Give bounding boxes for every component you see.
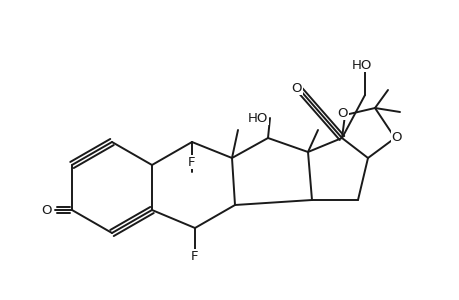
Text: F: F <box>191 250 198 262</box>
Text: O: O <box>42 203 52 217</box>
Text: O: O <box>337 106 347 119</box>
Text: HO: HO <box>351 58 371 71</box>
Text: HO: HO <box>247 112 268 124</box>
Text: F: F <box>188 155 196 169</box>
Text: O: O <box>391 130 401 143</box>
Text: O: O <box>291 82 302 94</box>
